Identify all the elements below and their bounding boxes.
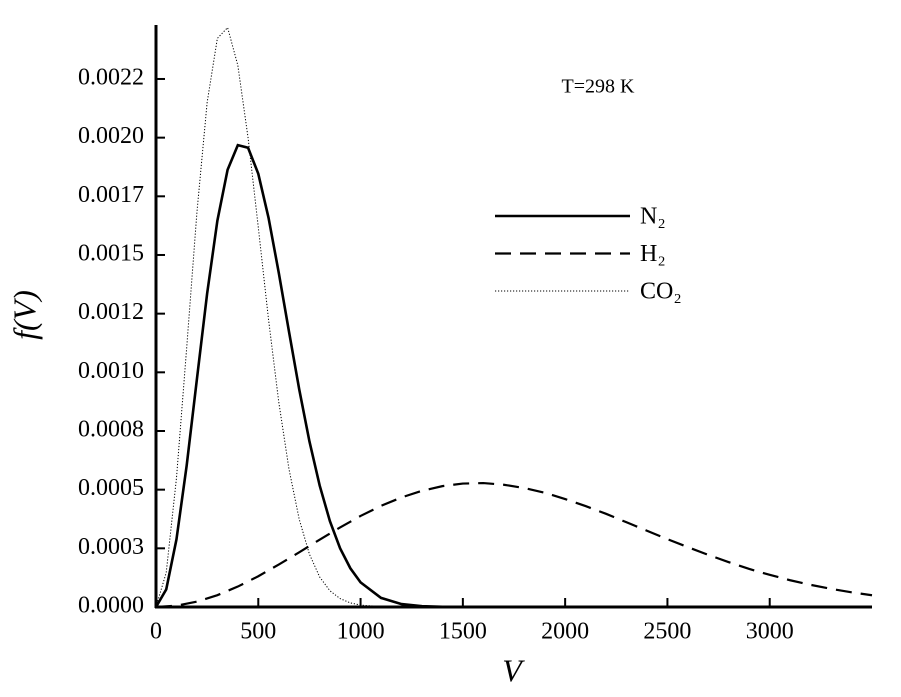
y-axis-label: f(V) (6, 290, 42, 340)
y-tick-label: 0.0008 (78, 416, 144, 442)
y-tick-label: 0.0003 (78, 534, 144, 560)
series-line (154, 143, 463, 609)
y-tick-label: 0.0005 (78, 475, 144, 501)
x-tick-label: 2500 (643, 619, 691, 645)
series-line (155, 26, 382, 608)
legend-label: N₂ (640, 204, 666, 230)
annotation: T=298 K (562, 76, 635, 98)
y-tick-label: 0.0022 (78, 64, 144, 90)
y-tick-label: 0.0020 (78, 123, 144, 149)
x-tick-label: 1500 (439, 619, 487, 645)
x-axis-label: V (502, 652, 525, 688)
y-tick-label: 0.0000 (78, 593, 144, 619)
series-line (155, 481, 873, 609)
x-tick-label: 2000 (541, 619, 589, 645)
y-tick-label: 0.0017 (78, 182, 144, 208)
y-tick-label: 0.0015 (78, 240, 144, 266)
y-tick-label: 0.0010 (78, 358, 144, 384)
x-tick-label: 3000 (746, 619, 794, 645)
legend-label: CO₂ (640, 279, 682, 305)
x-tick-label: 500 (240, 619, 276, 645)
x-tick-label: 0 (150, 619, 162, 645)
y-tick-label: 0.0012 (78, 299, 144, 325)
legend-label: H₂ (640, 241, 666, 267)
x-tick-label: 1000 (337, 619, 385, 645)
